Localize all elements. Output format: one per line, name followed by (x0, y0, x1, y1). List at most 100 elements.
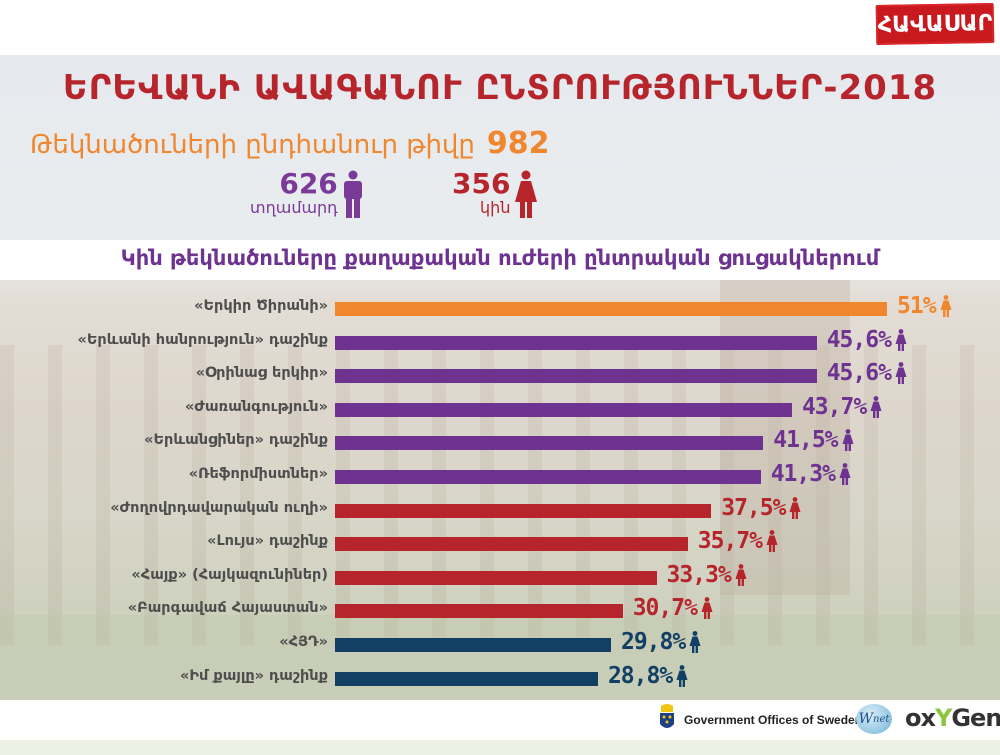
party-label: «Երկիր Ծիրանի» (194, 298, 328, 314)
chart-row: «Բարգավաճ Հայաստան» 30,7% (0, 594, 1000, 628)
woman-icon (689, 631, 701, 653)
party-label: «Երևանցիներ» դաշինք (144, 432, 328, 449)
value-text: 41,5% (773, 427, 838, 454)
oxygen-logo: ox Y Gen (905, 704, 1000, 732)
oxygen-logo-part-c: Gen (951, 704, 1000, 732)
wnet-logo-text: net (873, 713, 890, 725)
sweden-sponsor: Government Offices of Sweden (658, 704, 862, 736)
havasar-logo: ՀԱՎԱՍԱՐ (875, 2, 995, 46)
woman-icon (676, 664, 688, 687)
bar (335, 302, 887, 316)
value-text: 30,7% (632, 595, 698, 622)
value-label: 30,7% (633, 595, 713, 621)
chart-row: «Երևանցիներ» դաշինք 41,5% (0, 426, 1000, 460)
value-label: 51% (897, 293, 952, 319)
man-icon (342, 170, 364, 222)
value-text: 43,7% (801, 393, 867, 420)
value-text: 51% (897, 293, 937, 319)
oxygen-logo-part-b: Y (934, 704, 952, 732)
bar (335, 638, 611, 652)
chart-row: «Երկիր Ծիրանի» 51% (0, 292, 1000, 326)
chart-row: «Ժառանգություն» 43,7% (0, 393, 1000, 427)
bar (335, 503, 712, 518)
party-label: «Ռեֆորմիստներ» (188, 466, 328, 482)
total-candidates-label: Թեկնածուների ընդհանուր թիվը (30, 130, 475, 160)
footer (0, 700, 1000, 740)
women-label: կին (480, 198, 511, 217)
men-label: տղամարդ (250, 198, 338, 217)
woman-icon (870, 395, 882, 418)
value-label: 35,7% (698, 528, 778, 554)
value-label: 41,5% (773, 427, 854, 454)
value-label: 29,8% (621, 629, 701, 655)
value-label: 37,5% (721, 495, 801, 521)
party-label: «Ժողովրդավարական ուղի» (110, 499, 328, 516)
chart-row: «Ռեֆորմիստներ» 41,3% (0, 460, 1000, 494)
party-label: «Իմ քայլը» դաշինք (179, 667, 328, 684)
woman-icon (895, 328, 907, 351)
bar (335, 570, 657, 585)
value-label: 45,6% (827, 360, 907, 386)
men-stat: 626 տղամարդ (250, 170, 364, 222)
chart-row: «Օրինաց երկիր» 45,6% (0, 359, 1000, 393)
page-title: ԵՐԵՎԱՆԻ ԱՎԱԳԱՆՈՒ ԸՆՏՐՈՒԹՅՈՒՆՆԵՐ-2018 (62, 68, 938, 108)
woman-icon (766, 530, 778, 553)
men-count: 626 (279, 167, 338, 200)
bar (335, 369, 817, 384)
wnet-logo-w: W (858, 711, 873, 727)
woman-icon (789, 496, 801, 519)
value-text: 45,6% (826, 326, 892, 353)
woman-icon (940, 295, 952, 317)
total-candidates: Թեկնածուների ընդհանուր թիվը 982 (30, 126, 550, 161)
subtitle-band (0, 240, 1000, 280)
chart-row: «Լույս» դաշինք 35,7% (0, 527, 1000, 561)
party-label: «ՀՅԴ» (279, 634, 328, 650)
chart-row: «Հայք» (Հայկազունիներ) 33,3% (0, 561, 1000, 595)
chart-row: «ՀՅԴ» 29,8% (0, 628, 1000, 662)
woman-icon (839, 463, 851, 485)
value-label: 28,8% (608, 663, 688, 689)
chart-row: «Երևանի հանրություն» դաշինք 45,6% (0, 326, 1000, 360)
party-label: «Օրինաց երկիր» (195, 365, 328, 382)
woman-icon (735, 563, 747, 586)
total-candidates-value: 982 (486, 126, 550, 161)
bar (335, 470, 761, 484)
woman-icon (842, 429, 854, 452)
party-label: «Երևանի հանրություն» դաշինք (77, 331, 328, 348)
party-label: «Բարգավաճ Հայաստան» (127, 600, 328, 617)
party-label: «Լույս» դաշինք (207, 533, 328, 550)
party-label: «Ժառանգություն» (185, 398, 328, 415)
women-count: 356 (452, 167, 511, 200)
chart-row: «Ժողովրդավարական ուղի» 37,5% (0, 494, 1000, 528)
value-label: 43,7% (802, 394, 882, 420)
chart-title: Կին թեկնածուները քաղաքական ուժերի ընտրակ… (120, 246, 880, 270)
value-text: 41,3% (770, 461, 836, 487)
top-strip (0, 0, 1000, 55)
value-label: 33,3% (667, 562, 747, 588)
value-text: 35,7% (697, 528, 763, 555)
bar (335, 671, 598, 686)
sweden-crest-icon (658, 704, 676, 736)
bar (335, 436, 764, 451)
value-text: 29,8% (620, 629, 686, 655)
background-building (0, 345, 1000, 645)
women-stat: 356 կին (452, 170, 538, 222)
party-label: «Հայք» (Հայկազունիներ) (131, 566, 328, 583)
woman-icon (514, 170, 538, 222)
value-label: 45,6% (827, 327, 907, 353)
value-text: 37,5% (721, 494, 786, 521)
bar (335, 335, 817, 350)
bar (335, 402, 792, 417)
sweden-sponsor-text: Government Offices of Sweden (684, 713, 863, 727)
oxygen-logo-part-a: ox (905, 704, 936, 732)
bar (335, 537, 688, 552)
value-text: 33,3% (666, 561, 732, 588)
value-text: 28,8% (607, 662, 673, 689)
woman-icon (895, 362, 907, 385)
chart-row: «Իմ քայլը» դաշինք 28,8% (0, 662, 1000, 696)
woman-icon (701, 597, 713, 620)
value-label: 41,3% (771, 461, 851, 487)
value-text: 45,6% (826, 360, 892, 387)
bar (335, 604, 623, 619)
